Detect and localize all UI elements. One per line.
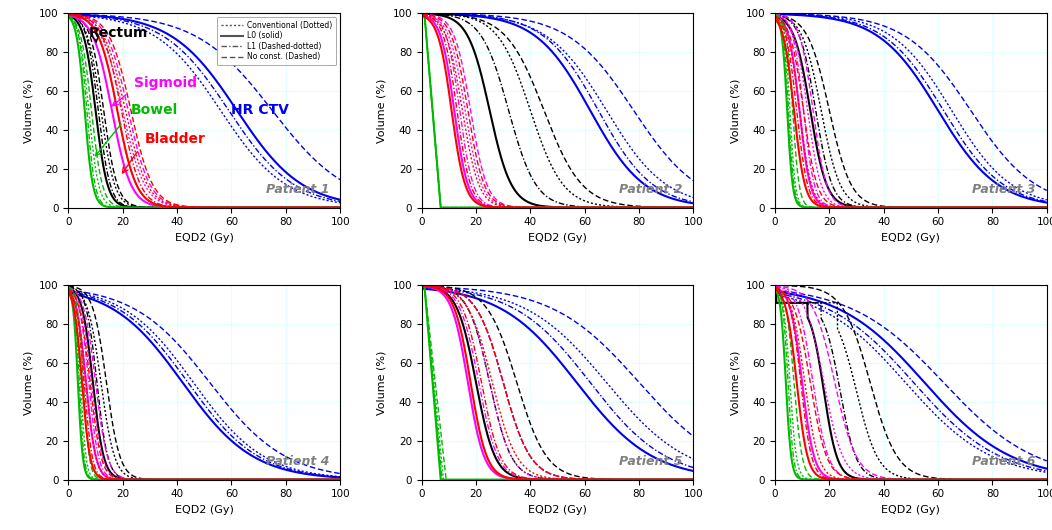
Text: Bladder: Bladder [144, 132, 205, 146]
Y-axis label: Volume (%): Volume (%) [730, 78, 740, 143]
Text: Patient 5: Patient 5 [619, 455, 683, 468]
X-axis label: EQD2 (Gy): EQD2 (Gy) [175, 505, 234, 515]
Legend: Conventional (Dotted), L0 (solid), L1 (Dashed-dotted), No const. (Dashed): Conventional (Dotted), L0 (solid), L1 (D… [217, 17, 337, 65]
Text: Patient 2: Patient 2 [619, 183, 683, 196]
X-axis label: EQD2 (Gy): EQD2 (Gy) [882, 505, 940, 515]
Text: HR CTV: HR CTV [231, 103, 289, 117]
Y-axis label: Volume (%): Volume (%) [730, 350, 740, 414]
Text: Rectum: Rectum [88, 25, 148, 40]
Y-axis label: Volume (%): Volume (%) [377, 78, 387, 143]
X-axis label: EQD2 (Gy): EQD2 (Gy) [528, 233, 587, 243]
Text: Patient 6: Patient 6 [972, 455, 1036, 468]
Text: Sigmoid: Sigmoid [134, 76, 197, 90]
Y-axis label: Volume (%): Volume (%) [23, 350, 34, 414]
Y-axis label: Volume (%): Volume (%) [23, 78, 34, 143]
X-axis label: EQD2 (Gy): EQD2 (Gy) [175, 233, 234, 243]
X-axis label: EQD2 (Gy): EQD2 (Gy) [882, 233, 940, 243]
Text: Bowel: Bowel [130, 103, 178, 117]
X-axis label: EQD2 (Gy): EQD2 (Gy) [528, 505, 587, 515]
Text: Patient 4: Patient 4 [266, 455, 329, 468]
Y-axis label: Volume (%): Volume (%) [377, 350, 387, 414]
Text: Patient 3: Patient 3 [972, 183, 1036, 196]
Text: Patient 1: Patient 1 [266, 183, 329, 196]
